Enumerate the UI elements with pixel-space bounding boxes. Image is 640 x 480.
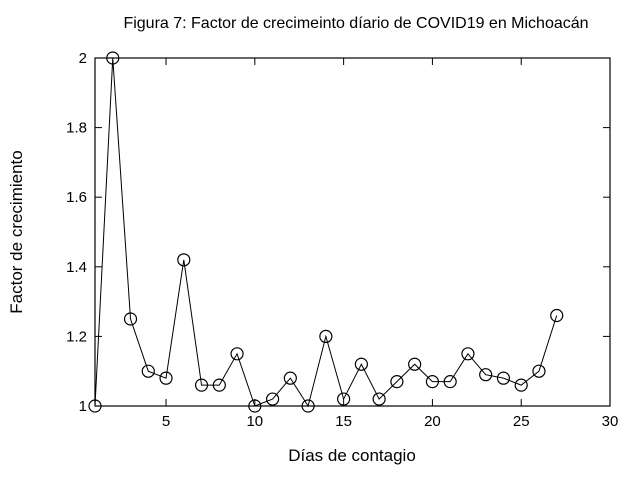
y-tick-label: 1 [79, 398, 87, 415]
y-tick-label: 1.8 [66, 120, 87, 137]
x-tick-label: 30 [602, 413, 619, 430]
data-point-marker [461, 347, 475, 361]
data-point-marker [265, 392, 280, 406]
data-point-marker [532, 364, 546, 378]
data-point-marker [159, 371, 173, 385]
axes-frame: 5 10 15 20 25 30 1 1.2 1.4 1.6 1.8 2 [66, 50, 618, 430]
data-point-marker [354, 357, 368, 371]
data-point-marker [319, 329, 333, 343]
x-tick-label: 10 [246, 413, 263, 430]
y-tick-label: 1.6 [66, 189, 87, 206]
y-tick-label: 1.4 [66, 259, 87, 276]
data-point-marker [372, 392, 386, 406]
y-axis-label: Factor de crecimiento [7, 150, 26, 313]
plot-frame [94, 57, 611, 407]
data-point-marker [212, 378, 226, 392]
data-point-marker [248, 399, 262, 413]
data-point-marker [106, 51, 120, 65]
data-point-marker [230, 347, 244, 361]
data-point-marker [337, 392, 351, 406]
data-point-marker [390, 375, 404, 389]
x-tick-label: 5 [162, 413, 170, 430]
x-axis-label: Días de contagio [288, 446, 416, 465]
data-point-marker [496, 371, 511, 385]
data-point-marker [550, 308, 564, 323]
y-tick-label: 2 [79, 50, 87, 67]
data-point-marker [194, 378, 209, 392]
x-tick-label: 15 [335, 413, 352, 430]
x-tick-label: 25 [513, 413, 530, 430]
data-series [88, 51, 564, 413]
data-point-marker [283, 371, 297, 385]
data-point-marker [425, 375, 440, 389]
data-point-marker [301, 399, 315, 413]
data-point-marker [141, 364, 155, 378]
data-point-marker [177, 253, 191, 267]
y-tick-label: 1.2 [66, 328, 87, 345]
data-point-marker [408, 357, 422, 371]
data-point-marker [443, 375, 457, 389]
data-point-marker [123, 312, 138, 326]
series-line [94, 57, 558, 408]
x-tick-label: 20 [424, 413, 441, 430]
data-point-marker [514, 378, 528, 392]
chart-title: Figura 7: Factor de crecimeinto díario d… [123, 15, 588, 32]
data-point-marker [88, 399, 102, 413]
data-point-marker [479, 368, 493, 382]
